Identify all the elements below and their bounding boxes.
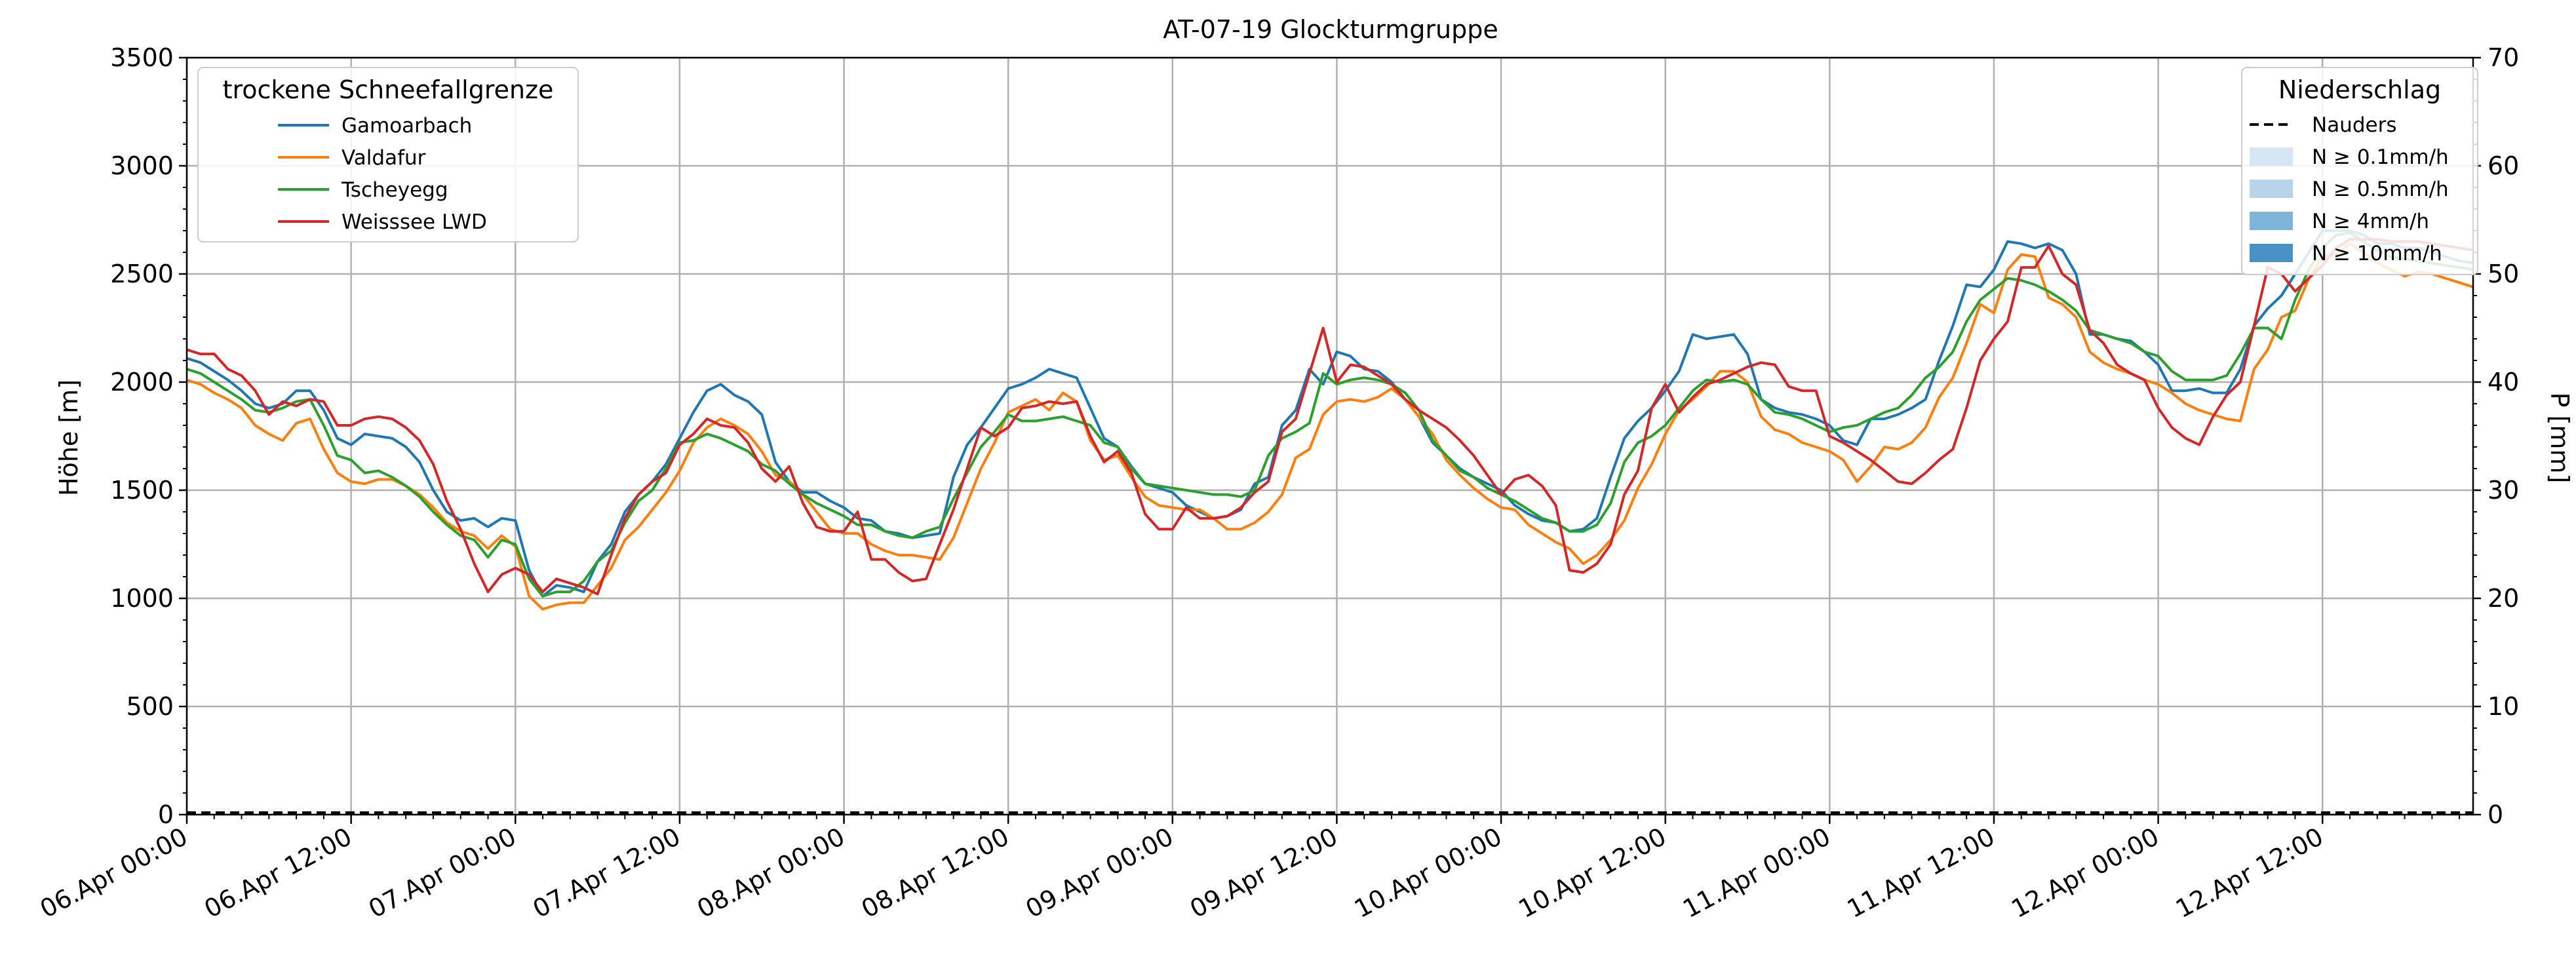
series-line-1 xyxy=(186,242,2474,611)
y2-tick-label: 10 xyxy=(2488,692,2519,721)
legend-precipitation-title: Niederschlag xyxy=(2278,75,2441,104)
y2-tick-label: 40 xyxy=(2488,368,2519,396)
legend-snowline-label-0: Gamoarbach xyxy=(342,114,472,138)
legend-precipitation: Niederschlag Nauders N ≥ 0.1mm/h N ≥ 0.5mm… xyxy=(2241,67,2478,275)
y-tick-label: 2500 xyxy=(110,260,174,288)
legend-snowline: trockene Schneefallgrenze Gamoarbach Vald… xyxy=(197,67,579,242)
legend-precipitation-swatch-3 xyxy=(2250,212,2293,230)
legend-snowline-label-1: Valdafur xyxy=(342,146,426,170)
legend-precipitation-swatch-4 xyxy=(2250,244,2293,262)
legend-precipitation-swatch-2 xyxy=(2250,180,2293,198)
plot-frame xyxy=(185,56,2474,816)
y-tick-label: 1000 xyxy=(110,584,174,613)
legend-precipitation-entries: Nauders N ≥ 0.1mm/h N ≥ 0.5mm/h N ≥ 4mm/h N … xyxy=(2250,113,2449,265)
legend-snowline-entries: Gamoarbach Valdafur Tscheyegg Weisssee LWD xyxy=(278,114,487,234)
legend-precipitation-swatch-1 xyxy=(2250,147,2293,166)
y2-tick-label: 70 xyxy=(2488,43,2519,72)
chart-title: AT-07-19 Glockturmgruppe xyxy=(1163,15,1498,44)
legend-snowline-frame xyxy=(197,67,579,242)
y-tick-label: 0 xyxy=(158,800,174,829)
y-tick-label: 1500 xyxy=(110,476,174,505)
y-tick-label: 2000 xyxy=(110,368,174,396)
y2-tick-label: 30 xyxy=(2488,476,2519,505)
y2-tick-label: 50 xyxy=(2488,260,2519,288)
legend-precipitation-frame xyxy=(2241,67,2478,275)
legend-precipitation-label-0: Nauders xyxy=(2312,113,2396,137)
legend-precipitation-label-1: N ≥ 0.1mm/h xyxy=(2312,145,2449,169)
y2-tick-label: 20 xyxy=(2488,584,2519,613)
y-axis-label: Höhe [m] xyxy=(54,379,83,496)
legend-precipitation-label-4: N ≥ 10mm/h xyxy=(2312,242,2442,265)
legend-snowline-label-2: Tscheyegg xyxy=(341,178,448,202)
y2-axis-label: P [mm] xyxy=(2545,393,2574,484)
y2-tick-label: 60 xyxy=(2488,151,2519,180)
series-line-0 xyxy=(186,229,2474,598)
legend-snowline-label-3: Weisssee LWD xyxy=(342,210,487,234)
legend-precipitation-label-2: N ≥ 0.5mm/h xyxy=(2312,178,2449,201)
series-lines xyxy=(186,229,2474,611)
y-tick-label: 500 xyxy=(126,692,174,721)
y-tick-label: 3000 xyxy=(110,151,174,180)
legend-precipitation-label-3: N ≥ 4mm/h xyxy=(2312,210,2429,233)
y-tick-label: 3500 xyxy=(110,43,174,72)
legend-snowline-title: trockene Schneefallgrenze xyxy=(223,75,554,104)
series-line-3 xyxy=(186,238,2474,596)
y2-tick-label: 0 xyxy=(2488,800,2503,829)
